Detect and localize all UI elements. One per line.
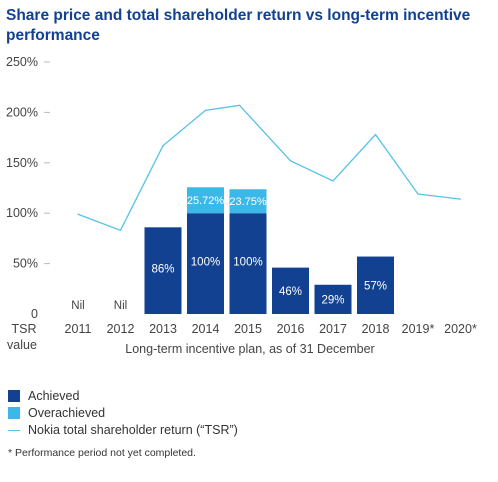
bar-overachieved bbox=[187, 187, 224, 214]
bar-achieved bbox=[144, 227, 182, 314]
x-tick-label: 2011 bbox=[65, 322, 92, 336]
y-tick-label: 0 bbox=[31, 307, 38, 321]
tsr-point bbox=[417, 193, 419, 195]
tsr-point bbox=[374, 133, 377, 136]
tsr-point bbox=[332, 180, 334, 182]
x-tick-label: 2016 bbox=[277, 322, 305, 336]
x-axis-title: Long-term incentive plan, as of 31 Decem… bbox=[125, 342, 374, 356]
x-tick-label: 2020* bbox=[444, 322, 477, 336]
bar-achieved bbox=[272, 267, 309, 314]
y-tick-label: 100% bbox=[6, 206, 38, 220]
x-tick-label: 2013 bbox=[149, 322, 177, 336]
chart-title: Share price and total shareholder return… bbox=[6, 7, 471, 44]
tsr-line-swatch bbox=[8, 429, 20, 431]
legend-item-tsr: Nokia total shareholder return (“TSR”) bbox=[8, 422, 238, 438]
chart-area: 0 50% 100% 150% 200% 250% TSR value Nil 2011 Nil 20… bbox=[6, 55, 477, 356]
x-tick-label: 2018 bbox=[362, 322, 390, 336]
tsr-point bbox=[238, 104, 241, 106]
y-axis-title-line: TSR bbox=[12, 322, 37, 336]
bar-achieved bbox=[357, 256, 394, 314]
y-tick-label: 150% bbox=[6, 156, 38, 170]
bar-achieved bbox=[314, 284, 352, 314]
y-tick-label: 200% bbox=[6, 105, 38, 119]
tsr-point bbox=[289, 160, 292, 162]
data-label-overachieved: 25.72% bbox=[187, 195, 225, 207]
y-axis-title-line: value bbox=[7, 338, 37, 352]
legend-item-achieved: Achieved bbox=[8, 388, 238, 404]
legend-overachieved-label: Overachieved bbox=[28, 406, 106, 420]
data-label-achieved: Nil bbox=[114, 300, 127, 312]
data-label-achieved: 29% bbox=[321, 294, 344, 306]
data-label-achieved: 100% bbox=[191, 257, 220, 269]
tsr-point bbox=[204, 109, 207, 111]
bar-overachieved bbox=[229, 189, 267, 214]
footnote: * Performance period not yet completed. bbox=[8, 447, 196, 459]
data-label-achieved: Nil bbox=[71, 300, 84, 312]
legend-item-overachieved: Overachieved bbox=[8, 405, 238, 421]
tsr-line bbox=[77, 104, 461, 232]
data-label-overachieved: 23.75% bbox=[229, 196, 267, 208]
x-tick-label: 2014 bbox=[192, 322, 220, 336]
y-tick-label: 250% bbox=[6, 55, 38, 69]
data-label-achieved: 86% bbox=[151, 263, 174, 275]
legend: Achieved Overachieved Nokia total shareh… bbox=[8, 388, 238, 439]
tsr-point bbox=[162, 145, 164, 147]
overachieved-swatch bbox=[8, 407, 20, 419]
tsr-point bbox=[459, 198, 462, 200]
legend-achieved-label: Achieved bbox=[28, 389, 80, 403]
bar-achieved bbox=[187, 213, 224, 314]
x-tick-label: 2015 bbox=[234, 322, 262, 336]
bar-achieved bbox=[229, 213, 267, 314]
x-tick-label: 2019* bbox=[402, 322, 435, 336]
achieved-swatch bbox=[8, 390, 20, 402]
y-tick-label: 50% bbox=[13, 257, 38, 271]
x-tick-label: 2017 bbox=[319, 322, 347, 336]
data-label-achieved: 100% bbox=[233, 257, 262, 269]
data-label-achieved: 46% bbox=[279, 286, 302, 298]
tsr-point bbox=[77, 213, 79, 215]
x-tick-label: 2012 bbox=[107, 322, 135, 336]
legend-tsr-label: Nokia total shareholder return (“TSR”) bbox=[28, 423, 238, 437]
tsr-point bbox=[119, 229, 122, 231]
data-label-achieved: 57% bbox=[364, 280, 387, 292]
